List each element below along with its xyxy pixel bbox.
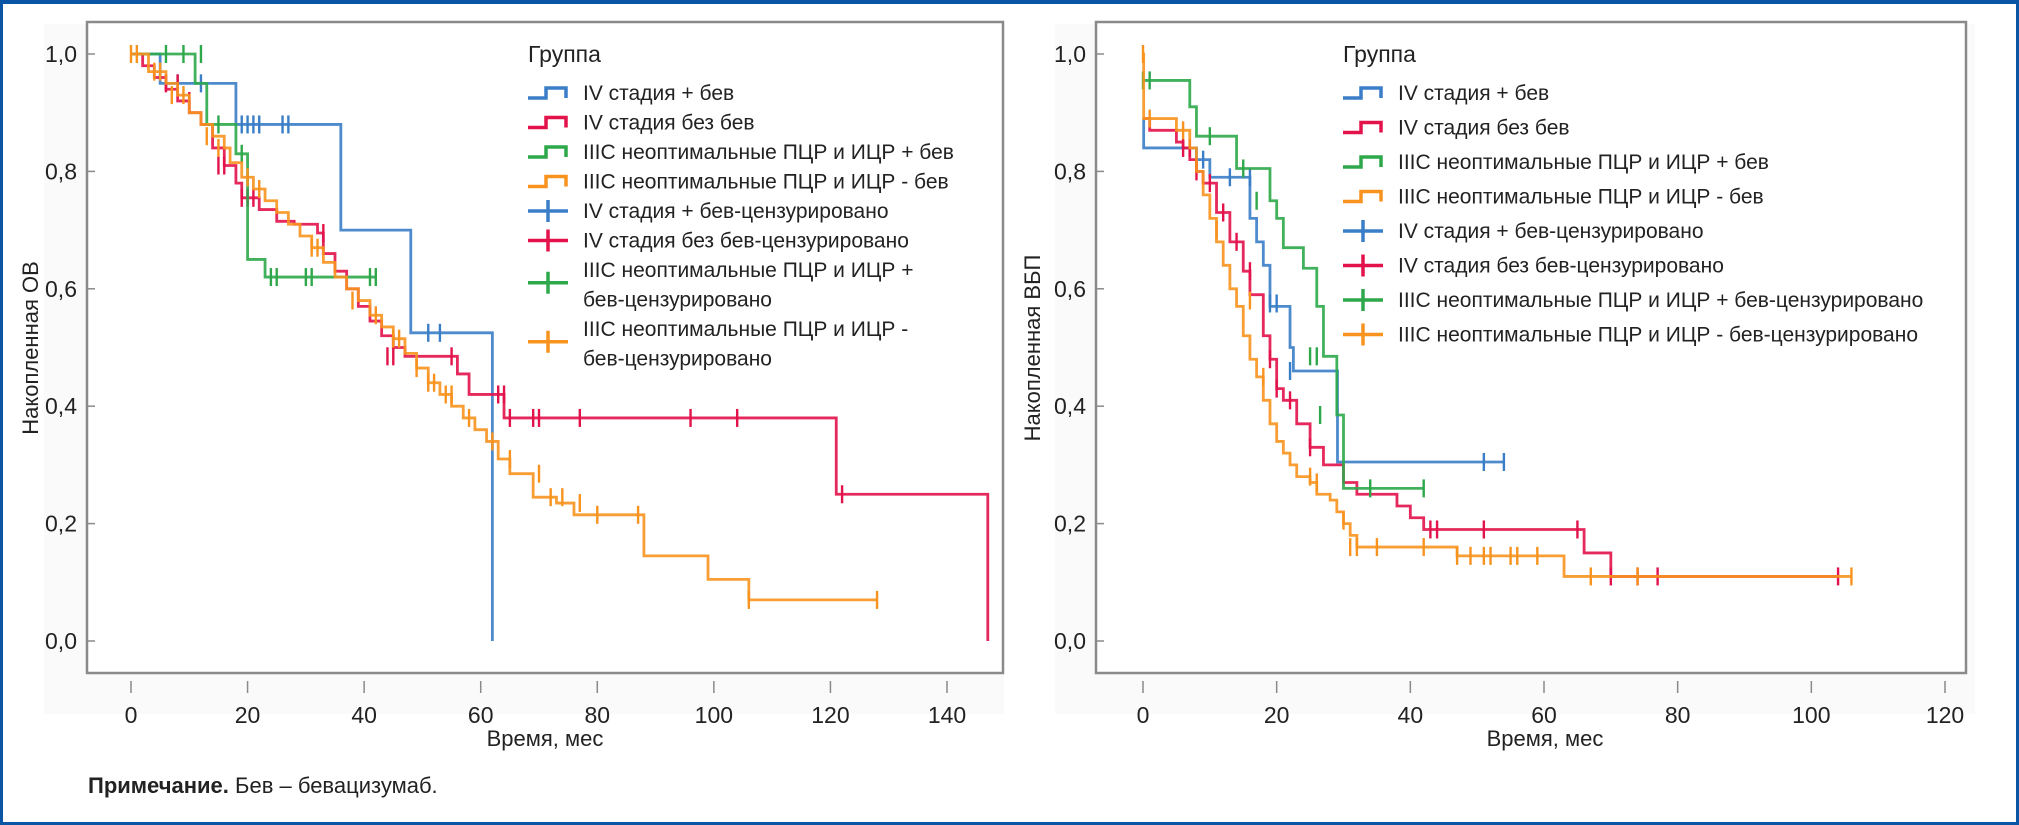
pfs-legend-label: IIIC неоптимальные ПЦР и ИЦР - бев <box>1398 186 1764 209</box>
os-x-tick-label: 0 <box>125 702 138 728</box>
os-x-tick-label: 100 <box>695 702 733 728</box>
pfs-legend-step-icon <box>1343 86 1383 100</box>
os-y-axis-title: Накопленная ОВ <box>18 261 43 435</box>
os-x-tick-label: 80 <box>584 702 610 728</box>
pfs-y-tick-label: 0,2 <box>1054 511 1086 537</box>
pfs-legend-label: IIIC неоптимальные ПЦР и ИЦР + бев <box>1398 151 1769 174</box>
os-legend-label: IIIC неоптимальные ПЦР и ИЦР + бев <box>583 141 954 164</box>
figure-note: Примечание. Бев – бевацизумаб. <box>88 773 438 799</box>
pfs-curve-2 <box>1143 79 1424 490</box>
os-legend-step-icon <box>528 174 568 189</box>
os-curve-2 <box>131 52 376 279</box>
pfs-y-axis-title: Накопленная ВБП <box>1020 255 1045 442</box>
pfs-x-tick-label: 80 <box>1665 702 1691 728</box>
os-y-tick-label: 0,2 <box>45 511 77 537</box>
note-text: Бев – бевацизумаб. <box>228 773 438 798</box>
os-y-tick-label: 0,6 <box>45 276 77 302</box>
pfs-legend-label: IIIC неоптимальные ПЦР и ИЦР + бев-цензу… <box>1398 289 1923 312</box>
os-legend-label: IIIC неоптимальные ПЦР и ИЦР + <box>583 259 913 282</box>
pfs-x-tick-label: 120 <box>1926 702 1964 728</box>
os-legend-label: IV стадия + бев <box>583 82 734 105</box>
pfs-y-tick-label: 0,6 <box>1054 276 1086 302</box>
pfs-legend-label: IIIC неоптимальные ПЦР и ИЦР - бев-цензу… <box>1398 324 1918 347</box>
pfs-y-tick-label: 0,8 <box>1054 158 1086 184</box>
os-legend-label: IV стадия без бев-цензурировано <box>583 230 909 253</box>
os-legend-label: бев-цензурировано <box>583 348 772 371</box>
os-y-tick-label: 0,8 <box>45 158 77 184</box>
os-plot-area <box>85 20 1005 675</box>
pfs-y-tick-label: 0,0 <box>1054 628 1086 654</box>
pfs-curve-1 <box>1143 117 1839 578</box>
os-y-tick-label: 0,4 <box>45 393 77 419</box>
os-x-tick-label: 140 <box>928 702 966 728</box>
pfs-plot-area <box>1094 20 1968 675</box>
os-legend-label: бев-цензурировано <box>583 289 772 312</box>
os-y-tick-label: 0,0 <box>45 628 77 654</box>
os-x-tick-label: 120 <box>811 702 849 728</box>
pfs-legend-step-icon <box>1343 120 1383 135</box>
os-legend-label: IV стадия без бев <box>583 112 755 135</box>
os-legend-label: IIIC неоптимальные ПЦР и ИЦР - <box>583 318 908 341</box>
os-x-tick-label: 40 <box>351 702 377 728</box>
os-legend-step-icon <box>528 115 568 130</box>
os-legend-title: Группа <box>528 41 601 67</box>
os-legend-label: IV стадия + бев-цензурировано <box>583 200 889 223</box>
overall-survival-chart: 0,0 0,2 0,4 0,6 0,8 1,0 0 20 40 60 80 100 120 140 Врем… <box>18 20 1005 751</box>
pfs-legend-label: IV стадия без бев <box>1398 117 1570 140</box>
pfs-y-tick-label: 0,4 <box>1054 393 1086 419</box>
os-x-tick-label: 20 <box>235 702 261 728</box>
pfs-curve-3 <box>1142 52 1852 578</box>
os-x-tick-label: 60 <box>468 702 494 728</box>
pfs-x-tick-label: 20 <box>1264 702 1290 728</box>
pfs-x-tick-label: 60 <box>1531 702 1557 728</box>
note-label: Примечание. <box>88 773 229 798</box>
pfs-x-tick-label: 0 <box>1137 702 1150 728</box>
os-curve-3 <box>131 52 878 602</box>
pfs-legend-step-icon <box>1343 189 1383 204</box>
pfs-legend-step-icon <box>1343 155 1383 169</box>
pfs-x-axis-title: Время, мес <box>1487 726 1604 751</box>
os-legend-step-icon <box>528 86 568 100</box>
progression-free-survival-chart: 0,0 0,2 0,4 0,6 0,8 1,0 0 20 40 60 80 100 120 Время, … <box>1020 20 1968 751</box>
pfs-x-tick-label: 100 <box>1792 702 1830 728</box>
os-x-axis-title: Время, мес <box>487 726 604 751</box>
os-legend-label: IIIC неоптимальные ПЦР и ИЦР - бев <box>583 171 949 194</box>
pfs-legend-label: IV стадия без бев-цензурировано <box>1398 255 1724 278</box>
pfs-y-tick-label: 1,0 <box>1054 41 1086 67</box>
pfs-legend-label: IV стадия + бев <box>1398 82 1549 105</box>
pfs-x-tick-label: 40 <box>1398 702 1424 728</box>
os-legend-step-icon <box>528 145 568 159</box>
os-y-tick-label: 1,0 <box>45 41 77 67</box>
pfs-legend-label: IV стадия + бев-цензурировано <box>1398 220 1704 243</box>
pfs-legend-title: Группа <box>1343 41 1416 67</box>
